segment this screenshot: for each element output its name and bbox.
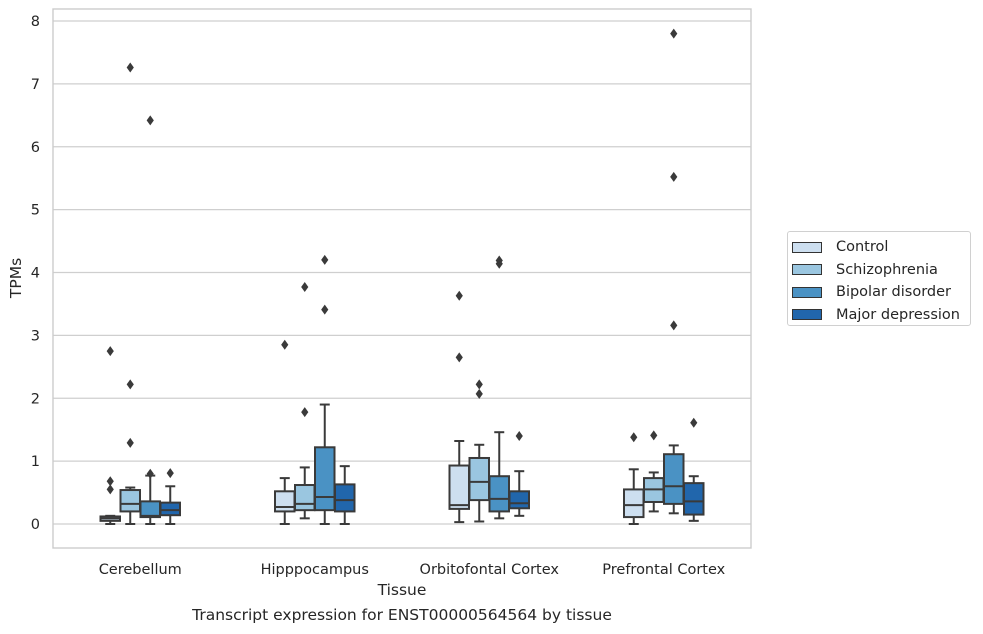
y-tick-label: 0 — [31, 517, 40, 533]
legend-item-major-depression: Major depression — [792, 304, 970, 327]
legend-swatch-control — [792, 241, 822, 253]
outlier-point — [126, 62, 134, 73]
outlier-point — [690, 417, 698, 428]
plot-area — [99, 28, 705, 525]
legend-label: Major depression — [836, 306, 960, 323]
x-tick-label: Cerebellum — [99, 562, 182, 578]
box-1-3 — [448, 290, 470, 524]
box-iqr — [159, 501, 181, 517]
chart-caption: Transcript expression for ENST0000056456… — [192, 606, 612, 624]
legend-swatch-schizophrenia — [792, 264, 822, 276]
grid-lines — [53, 20, 751, 525]
box-iqr — [274, 490, 296, 513]
y-tick-label: 3 — [31, 328, 40, 344]
outlier-point — [126, 379, 134, 390]
box-2-4 — [643, 430, 665, 513]
box-iqr — [119, 489, 141, 513]
outlier-point — [650, 430, 658, 441]
box-iqr — [468, 456, 490, 502]
outlier-point — [630, 432, 638, 443]
outlier-point — [301, 407, 309, 418]
box-iqr — [508, 490, 530, 510]
x-axis-label: Tissue — [377, 581, 427, 599]
box-1-4 — [623, 432, 645, 525]
box-4-3 — [508, 430, 530, 517]
plot-frame — [52, 8, 752, 549]
x-tick-label: Orbitofontal Cortex — [420, 562, 560, 578]
legend-item-schizophrenia: Schizophrenia — [792, 259, 970, 282]
box-iqr — [294, 484, 316, 512]
box-iqr — [448, 464, 470, 510]
y-tick-label: 1 — [31, 454, 40, 470]
y-tick-label: 6 — [31, 140, 40, 156]
y-tick-label: 8 — [31, 14, 40, 30]
outlier-point — [321, 304, 329, 315]
box-4-4 — [683, 417, 705, 522]
legend-item-bipolar-disorder: Bipolar disorder — [792, 281, 970, 304]
box-3-2 — [314, 254, 336, 525]
outlier-point — [106, 476, 114, 487]
outlier-point — [321, 254, 329, 265]
axes: 0 1 2 3 4 5 6 7 8 Cerebellum Hipppocampus Orbitofon… — [31, 8, 752, 578]
outlier-point — [106, 484, 114, 495]
y-axis-label: TPMs — [7, 258, 25, 299]
outlier-point — [166, 468, 174, 479]
outlier-point — [670, 171, 678, 182]
outlier-point — [126, 437, 134, 448]
outlier-point — [670, 320, 678, 331]
box-4-1 — [159, 468, 181, 525]
legend-item-control: Control — [792, 236, 970, 259]
outlier-point — [146, 115, 154, 126]
outlier-point — [455, 352, 463, 363]
legend-swatch-major-depression — [792, 309, 822, 321]
y-tick-label: 4 — [31, 266, 40, 282]
box-2-3 — [468, 379, 490, 523]
outlier-point — [146, 468, 154, 479]
outlier-point — [475, 379, 483, 390]
box-iqr — [314, 446, 336, 512]
outlier-point — [301, 281, 309, 292]
box-iqr — [623, 488, 645, 519]
box-1-2 — [274, 339, 296, 525]
box-3-4 — [663, 28, 685, 515]
legend-label: Bipolar disorder — [836, 284, 951, 301]
box-1-1 — [99, 346, 121, 525]
outlier-point — [670, 28, 678, 39]
box-3-3 — [488, 255, 510, 520]
y-tick-label: 2 — [31, 391, 40, 407]
y-tick-label: 5 — [31, 203, 40, 219]
legend: Control Schizophrenia Bipolar disorder M… — [787, 231, 971, 326]
legend-label: Control — [836, 239, 889, 256]
y-tick-label: 7 — [31, 77, 40, 93]
outlier-point — [475, 388, 483, 399]
outlier-point — [106, 346, 114, 357]
x-tick-label: Prefrontal Cortex — [602, 562, 725, 578]
outlier-point — [281, 339, 289, 350]
outlier-point — [455, 290, 463, 301]
outlier-point — [515, 430, 523, 441]
box-2-1 — [119, 62, 141, 525]
box-4-2 — [334, 465, 356, 525]
box-2-2 — [294, 281, 316, 520]
box-iqr — [139, 500, 161, 519]
outlier-point — [495, 255, 503, 266]
box-iqr — [334, 483, 356, 513]
legend-label: Schizophrenia — [836, 261, 938, 278]
x-tick-label: Hipppocampus — [261, 562, 369, 578]
box-3-1 — [139, 115, 161, 525]
legend-swatch-bipolar-disorder — [792, 286, 822, 298]
box-iqr — [663, 453, 685, 505]
box-iqr — [683, 482, 705, 516]
box-iqr — [488, 475, 510, 513]
